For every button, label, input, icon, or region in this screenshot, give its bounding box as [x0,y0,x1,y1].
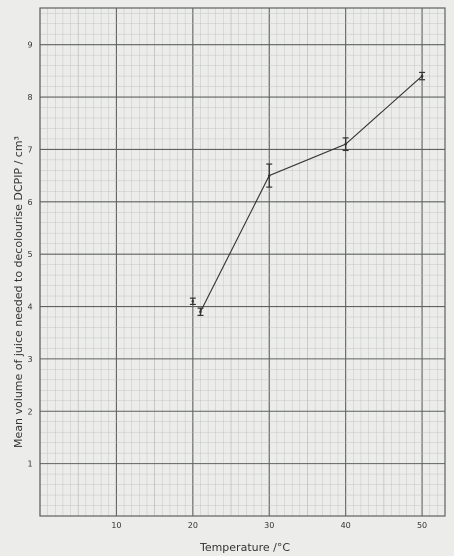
data-point [191,299,195,303]
y-tick-label: 2 [27,407,32,416]
y-tick-labels: 1 2 3 4 5 6 7 8 9 [27,41,32,469]
grid [39,7,446,517]
data-point [199,310,202,314]
y-tick-label: 7 [27,145,32,154]
y-tick-label: 6 [27,198,32,207]
data-point [420,74,424,78]
x-tick-labels: 10 20 30 40 50 [111,521,427,530]
data-point [267,174,271,177]
x-tick-label: 20 [188,521,198,530]
x-tick-label: 10 [111,521,121,530]
x-tick-label: 50 [417,521,427,530]
y-tick-label: 4 [27,303,32,312]
x-tick-label: 30 [264,521,274,530]
y-tick-label: 5 [27,250,32,259]
plot-border [39,7,446,517]
y-axis-label: Mean volume of juice needed to decolouri… [12,136,25,448]
y-tick-label: 1 [27,460,32,469]
series-line [199,75,423,313]
plot-area [189,71,426,317]
data-point [344,142,347,146]
x-tick-label: 40 [341,521,351,530]
y-tick-label: 9 [27,41,32,50]
x-axis-label: Temperature /°C [199,541,290,554]
y-tick-label: 8 [27,93,32,102]
y-tick-label: 3 [27,355,32,364]
